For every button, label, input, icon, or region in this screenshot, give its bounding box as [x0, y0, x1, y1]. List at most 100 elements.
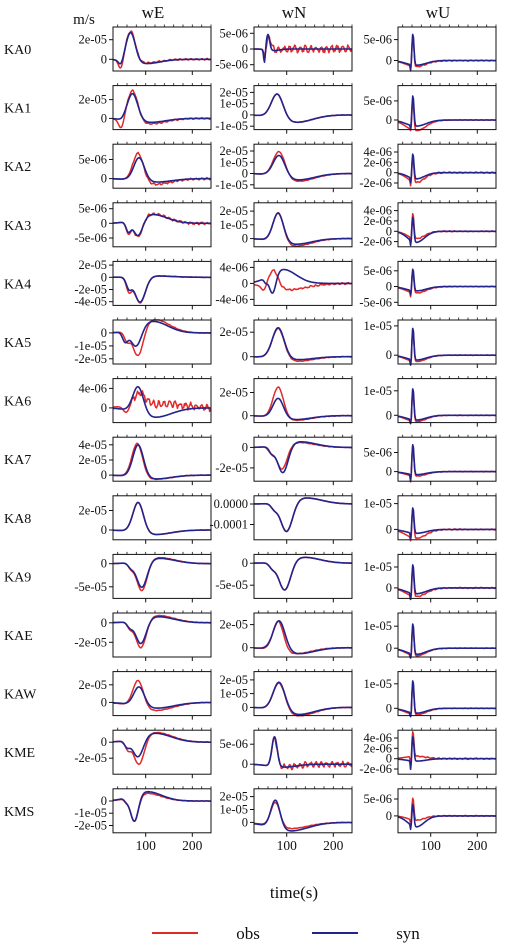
syn-trace [253, 327, 353, 361]
panel-grid: KA02e-0505e-060-5e-065e-060KA12e-0502e-0… [4, 24, 497, 853]
y-tick-label: 0 [101, 695, 107, 709]
y-tick-label: -2e-05 [74, 751, 107, 765]
y-tick-label: 5e-06 [364, 792, 392, 806]
panel-ka6-wu: 1e-05 0 [364, 376, 497, 427]
panel-frame [397, 143, 497, 189]
y-tick-label: 0 [101, 172, 107, 186]
y-tick-label: 0 [242, 440, 248, 454]
y-tick-label: 4e-06 [364, 204, 392, 218]
y-tick-label: 0 [386, 522, 392, 536]
y-tick-label: 1e-05 [220, 155, 248, 169]
unit-label: m/s [73, 12, 95, 28]
y-tick-label: 0 [242, 556, 248, 570]
station-label: KA7 [4, 453, 31, 468]
y-tick-label: 0 [242, 232, 248, 246]
y-tick-label: 0 [101, 735, 107, 749]
y-tick-label: 5e-06 [79, 202, 107, 216]
panel-ka6-wn: 2e-05 0 [220, 376, 353, 427]
panel-frame [253, 319, 353, 365]
panel-frame [112, 319, 212, 365]
y-tick-label: 0 [386, 641, 392, 655]
y-tick-label: -2e-05 [74, 635, 107, 649]
panel-ka8-wn: 0.0000 -0.0001 [209, 493, 353, 544]
syn-trace [253, 212, 353, 245]
y-tick-label: 1e-05 [364, 497, 392, 511]
y-tick-label: 0 [101, 216, 107, 230]
panel-frame [253, 671, 353, 717]
y-tick-label: 2e-06 [364, 214, 392, 228]
y-tick-label: 2e-05 [220, 144, 248, 158]
y-tick-label: 0 [101, 523, 107, 537]
panel-kae-wu: 1e-05 0 [364, 610, 497, 661]
panel-ka9-wn: 0 -5e-05 [215, 551, 353, 603]
y-tick-label: -5e-05 [215, 578, 248, 592]
obs-trace [112, 442, 212, 481]
syn-trace [397, 327, 497, 366]
panel-ka8-we: 2e-05 0 [79, 493, 212, 544]
syn-trace [397, 507, 497, 539]
y-tick-label: 0 [386, 465, 392, 479]
y-tick-label: 5e-06 [79, 153, 107, 167]
panel-frame [397, 553, 497, 599]
syn-trace [112, 790, 212, 822]
panel-frame [112, 143, 212, 189]
y-tick-label: 4e-06 [364, 145, 392, 159]
syn-trace [397, 736, 497, 771]
y-tick-label: 2e-05 [220, 204, 248, 218]
y-tick-label: 0.0000 [214, 497, 248, 511]
y-tick-label: 1e-05 [220, 803, 248, 817]
y-tick-label: 2e-05 [79, 258, 107, 272]
panel-ka4-wu: 5e-06 0-5e-06 [359, 258, 497, 310]
y-tick-label: 0 [101, 326, 107, 340]
panel-frame [397, 319, 497, 365]
station-label: KA2 [4, 160, 31, 175]
y-tick-label: 1e-05 [364, 560, 392, 574]
y-tick-label: 5e-06 [364, 446, 392, 460]
panel-frame [397, 436, 497, 482]
panel-frame [112, 436, 212, 482]
panel-ka4-wn: 4e-06 0 -4e-06 [215, 258, 353, 310]
panel-kme-wn: 5e-06 0 [220, 727, 353, 779]
y-tick-label: -2e-05 [74, 283, 107, 297]
y-tick-label: 0 [386, 408, 392, 422]
y-tick-label: 2e-05 [220, 85, 248, 99]
syn-trace [112, 275, 212, 303]
panel-frame [112, 612, 212, 658]
x-tick-label: 200 [323, 838, 344, 853]
panel-ka1-we: 2e-05 0 [79, 83, 212, 134]
panel-frame [253, 612, 353, 658]
obs-trace [112, 390, 212, 413]
y-tick-label: 5e-06 [364, 94, 392, 108]
panel-kaw-we: 2e-05 0 [79, 669, 212, 720]
syn-trace [253, 397, 353, 421]
y-tick-label: 4e-05 [79, 438, 107, 452]
panel-ka0-wn: 5e-06 0 -5e-06 [215, 24, 353, 75]
panel-frame [397, 378, 497, 424]
x-tick-label: 200 [182, 838, 203, 853]
panel-ka7-wn: 0 -2e-05 [215, 434, 353, 486]
panel-ka4-we: 2e-050-2e-05-4e-05 [74, 258, 212, 310]
y-tick-label: 1e-05 [220, 97, 248, 111]
component-title-we: wE [142, 3, 165, 22]
y-tick-label: 0 [101, 111, 107, 125]
syn-trace [112, 320, 212, 347]
syn-trace [253, 154, 353, 181]
panel-frame [112, 788, 212, 834]
syn-trace [112, 501, 212, 536]
panel-frame [397, 729, 497, 775]
y-tick-label: 0 [386, 752, 392, 766]
syn-trace [112, 686, 212, 709]
station-label: KA8 [4, 512, 31, 527]
panel-ka5-wn: 2e-05 0 [220, 317, 353, 368]
panel-frame [112, 553, 212, 599]
panel-frame [112, 85, 212, 131]
y-tick-label: 5e-06 [220, 737, 248, 751]
y-tick-label: 2e-05 [220, 618, 248, 632]
panel-frame [397, 202, 497, 248]
legend: obs syn [152, 924, 420, 943]
